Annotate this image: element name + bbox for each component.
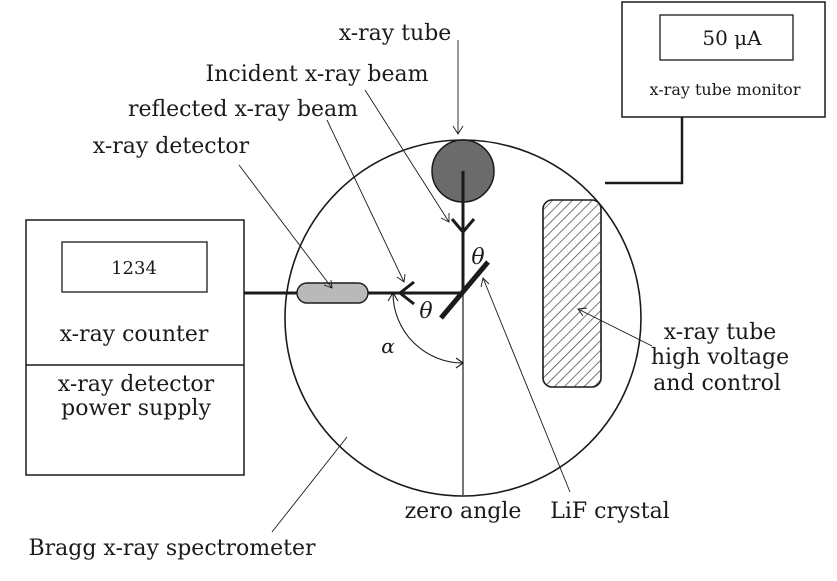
alpha-arc-head-top (387, 291, 399, 302)
leader-hv-head (577, 307, 588, 317)
incident-beam-arrowhead (450, 218, 476, 235)
leader-detector-head (323, 279, 333, 289)
label-hv-line2: high voltage (651, 345, 789, 370)
alpha-arc (392, 292, 464, 364)
reflected-beam-arrowhead (397, 280, 415, 306)
detector-power-label-line2: power supply (61, 396, 211, 421)
label-xray-tube: x-ray tube (339, 21, 452, 46)
xray-tube-monitor: 50 μA x-ray tube monitor (621, 1, 826, 118)
label-hv-line1: x-ray tube (664, 320, 777, 345)
detector-power-label-line1: x-ray detector (58, 372, 215, 397)
leader-reflected-beam (326, 119, 405, 283)
leader-incident-beam (364, 89, 450, 223)
leader-xray-tube-head (452, 125, 464, 135)
lif-crystal (439, 260, 490, 320)
label-alpha: α (381, 334, 395, 358)
counter-display-value: 1234 (111, 258, 157, 279)
leader-lif-crystal (482, 277, 571, 493)
xray-counter-label: x-ray counter (60, 322, 209, 347)
monitor-display (659, 14, 794, 61)
monitor-cable (605, 117, 684, 185)
leader-high-voltage (577, 308, 653, 347)
label-lif-crystal: LiF crystal (550, 499, 669, 524)
leader-lines (238, 40, 653, 533)
label-theta-top: θ (471, 245, 484, 270)
label-bragg-spectrometer: Bragg x-ray spectrometer (28, 536, 316, 561)
leader-reflected-head (396, 273, 406, 283)
counter-and-power-box: 1234 x-ray counter x-ray detector power … (25, 219, 245, 476)
monitor-caption: x-ray tube monitor (650, 80, 801, 99)
leader-spectrometer (271, 436, 348, 533)
label-incident-beam: Incident x-ray beam (206, 62, 429, 87)
xray-detector-capsule (296, 282, 369, 304)
alpha-arc-head-bottom (455, 357, 464, 369)
leader-incident-head (440, 213, 450, 223)
label-zero-angle: zero angle (405, 499, 522, 524)
high-voltage-unit (542, 199, 602, 388)
label-hv-line3: and control (653, 371, 781, 396)
label-xray-detector: x-ray detector (93, 134, 250, 159)
leader-detector (238, 164, 333, 289)
label-theta-left: θ (419, 299, 432, 324)
monitor-display-value: 50 μA (702, 26, 762, 50)
label-reflected-beam: reflected x-ray beam (128, 97, 358, 122)
leader-lif-head (480, 277, 490, 288)
counter-display (61, 241, 208, 293)
